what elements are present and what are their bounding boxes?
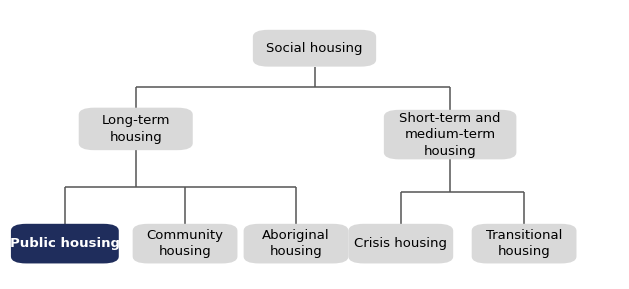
Text: Community
housing: Community housing <box>147 229 223 258</box>
FancyBboxPatch shape <box>472 224 577 264</box>
FancyBboxPatch shape <box>243 224 348 264</box>
Text: Transitional
housing: Transitional housing <box>486 229 562 258</box>
Text: Aboriginal
housing: Aboriginal housing <box>262 229 330 258</box>
Text: Public housing: Public housing <box>10 237 120 250</box>
Text: Social housing: Social housing <box>266 42 363 55</box>
FancyBboxPatch shape <box>133 224 238 264</box>
FancyBboxPatch shape <box>253 30 376 67</box>
Text: Crisis housing: Crisis housing <box>354 237 447 250</box>
FancyBboxPatch shape <box>79 108 192 150</box>
Text: Long-term
housing: Long-term housing <box>101 114 170 144</box>
FancyBboxPatch shape <box>348 224 454 264</box>
FancyBboxPatch shape <box>384 110 516 159</box>
FancyBboxPatch shape <box>11 224 119 264</box>
Text: Short-term and
medium-term
housing: Short-term and medium-term housing <box>399 112 501 158</box>
